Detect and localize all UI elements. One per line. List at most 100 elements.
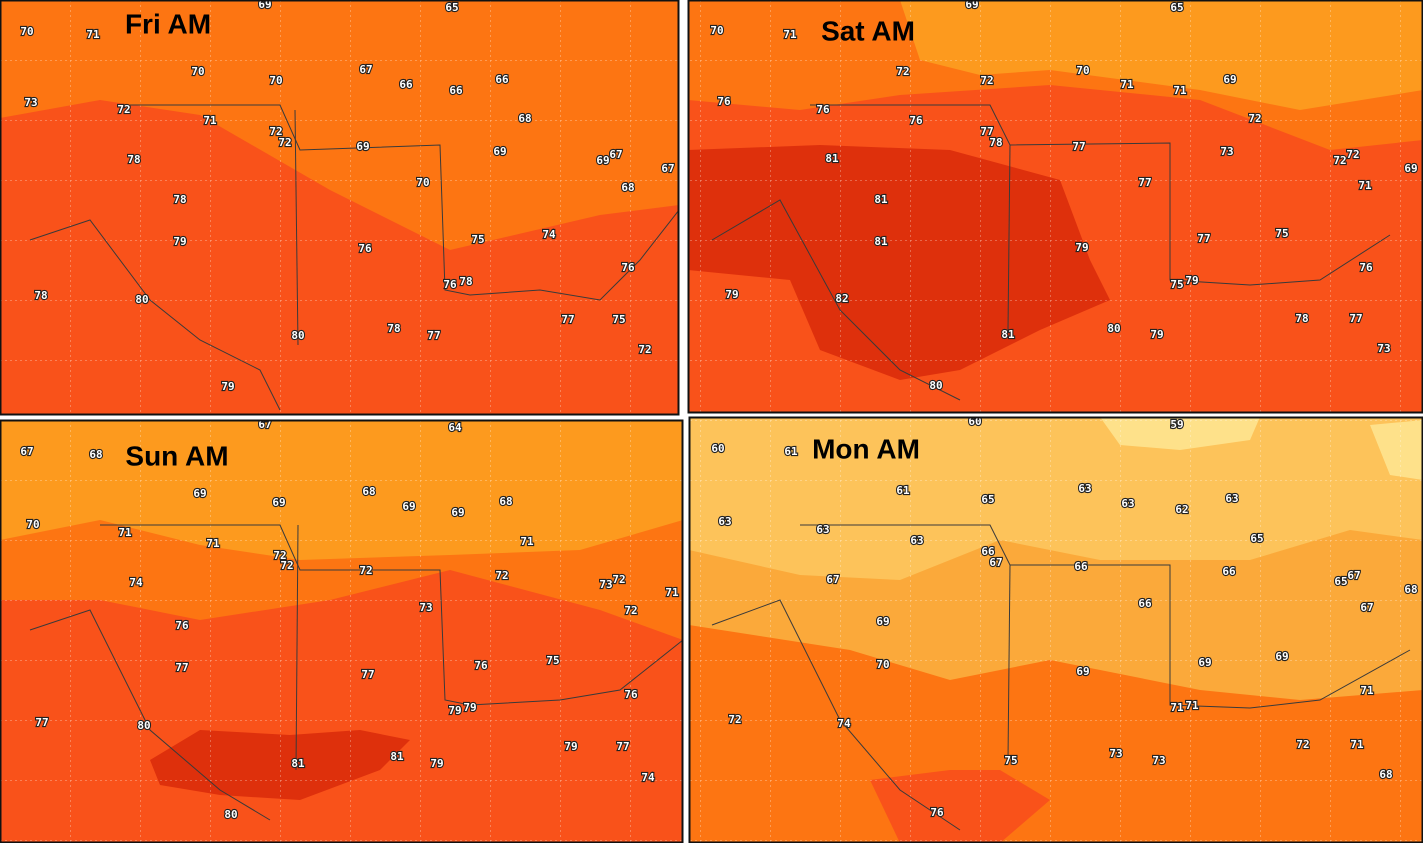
station-temperature: 73 bbox=[24, 96, 37, 109]
station-temperature: 61 bbox=[784, 445, 798, 458]
station-temperature: 81 bbox=[874, 193, 888, 206]
station-temperature: 75 bbox=[1275, 227, 1288, 240]
panel-title: Fri AM bbox=[125, 8, 211, 39]
station-temperature: 68 bbox=[362, 485, 375, 498]
station-temperature: 71 bbox=[1360, 684, 1374, 697]
state-border bbox=[1007, 144, 1011, 331]
station-temperature: 61 bbox=[896, 484, 910, 497]
station-temperature: 73 bbox=[1152, 754, 1165, 767]
station-temperature: 78 bbox=[34, 289, 47, 302]
station-temperature: 78 bbox=[387, 322, 400, 335]
station-temperature: 81 bbox=[390, 750, 404, 763]
station-temperature: 70 bbox=[191, 65, 204, 78]
station-temperature: 65 bbox=[445, 1, 458, 14]
station-temperature: 70 bbox=[710, 24, 723, 37]
station-temperature: 80 bbox=[137, 719, 150, 732]
station-temperature: 72 bbox=[273, 549, 286, 562]
station-temperature: 66 bbox=[1138, 597, 1152, 610]
station-temperature: 69 bbox=[876, 615, 889, 628]
station-temperature: 72 bbox=[359, 564, 372, 577]
station-temperature: 69 bbox=[258, 0, 271, 11]
station-temperature: 65 bbox=[1170, 1, 1183, 14]
station-temperature: 69 bbox=[272, 496, 285, 509]
station-temperature: 80 bbox=[1107, 322, 1120, 335]
station-temperature: 66 bbox=[495, 73, 509, 86]
station-temperature: 73 bbox=[419, 601, 432, 614]
station-temperature: 72 bbox=[1346, 148, 1359, 161]
station-temperature: 65 bbox=[1250, 532, 1263, 545]
station-temperature: 76 bbox=[443, 278, 457, 291]
station-temperature: 69 bbox=[193, 487, 206, 500]
station-temperature: 62 bbox=[1175, 503, 1188, 516]
station-temperature: 74 bbox=[129, 576, 143, 589]
station-temperature: 67 bbox=[989, 556, 1002, 569]
station-temperature: 63 bbox=[910, 534, 923, 547]
station-temperature: 72 bbox=[495, 569, 508, 582]
station-temperature: 75 bbox=[1004, 754, 1017, 767]
station-temperature: 71 bbox=[1120, 78, 1134, 91]
station-temperature: 78 bbox=[459, 275, 472, 288]
station-temperature: 79 bbox=[221, 380, 234, 393]
station-temperature: 79 bbox=[448, 704, 461, 717]
panel-title: Sat AM bbox=[821, 15, 915, 46]
station-temperature: 63 bbox=[718, 515, 731, 528]
station-temperature: 72 bbox=[1248, 112, 1261, 125]
station-temperature: 70 bbox=[1076, 64, 1089, 77]
station-temperature: 69 bbox=[1275, 650, 1288, 663]
station-temperature: 73 bbox=[1220, 145, 1233, 158]
station-temperature: 69 bbox=[1223, 73, 1236, 86]
station-temperature: 77 bbox=[616, 740, 629, 753]
state-border bbox=[711, 199, 961, 401]
station-temperature: 68 bbox=[499, 495, 512, 508]
station-temperature: 70 bbox=[876, 658, 889, 671]
station-temperature: 68 bbox=[518, 112, 531, 125]
station-temperature: 72 bbox=[624, 604, 637, 617]
station-temperature: 76 bbox=[474, 659, 488, 672]
station-temperature: 71 bbox=[783, 28, 797, 41]
station-temperature: 80 bbox=[135, 293, 148, 306]
station-temperature: 70 bbox=[26, 518, 39, 531]
station-temperature: 71 bbox=[1170, 701, 1184, 714]
station-temperature: 76 bbox=[175, 619, 189, 632]
state-border bbox=[1007, 564, 1011, 761]
station-temperature: 72 bbox=[638, 343, 651, 356]
station-temperature: 66 bbox=[1074, 560, 1088, 573]
station-temperature: 81 bbox=[291, 757, 305, 770]
station-temperature: 68 bbox=[89, 448, 102, 461]
station-temperature: 80 bbox=[929, 379, 942, 392]
station-temperature: 71 bbox=[86, 28, 100, 41]
station-temperature: 67 bbox=[258, 418, 271, 431]
station-temperature: 71 bbox=[1173, 84, 1187, 97]
station-temperature: 71 bbox=[206, 537, 220, 550]
station-temperature: 69 bbox=[493, 145, 506, 158]
station-temperature: 76 bbox=[624, 688, 638, 701]
station-temperature: 81 bbox=[825, 152, 839, 165]
station-temperature: 68 bbox=[1404, 583, 1417, 596]
station-temperature: 69 bbox=[451, 506, 464, 519]
station-temperature: 77 bbox=[1138, 176, 1151, 189]
station-temperature: 72 bbox=[896, 65, 909, 78]
station-temperature: 68 bbox=[621, 181, 634, 194]
panel-title: Sun AM bbox=[125, 440, 228, 471]
station-temperature: 79 bbox=[1075, 241, 1088, 254]
station-temperature: 79 bbox=[463, 701, 476, 714]
station-temperature: 66 bbox=[399, 78, 413, 91]
panel-frame bbox=[0, 0, 680, 416]
station-temperature: 74 bbox=[641, 771, 655, 784]
station-temperature: 70 bbox=[20, 25, 33, 38]
station-temperature: 63 bbox=[1121, 497, 1134, 510]
station-temperature: 67 bbox=[1347, 569, 1360, 582]
state-border bbox=[100, 524, 683, 706]
station-temperature: 69 bbox=[356, 140, 369, 153]
station-temperature: 76 bbox=[621, 261, 635, 274]
station-temperature: 67 bbox=[359, 63, 372, 76]
station-temperature: 66 bbox=[981, 545, 995, 558]
station-temperature: 72 bbox=[1296, 738, 1309, 751]
station-temperature: 77 bbox=[1072, 140, 1085, 153]
station-temperature: 63 bbox=[816, 523, 829, 536]
station-temperature: 68 bbox=[1379, 768, 1392, 781]
station-temperature: 75 bbox=[471, 233, 484, 246]
station-temperature: 66 bbox=[1222, 565, 1236, 578]
